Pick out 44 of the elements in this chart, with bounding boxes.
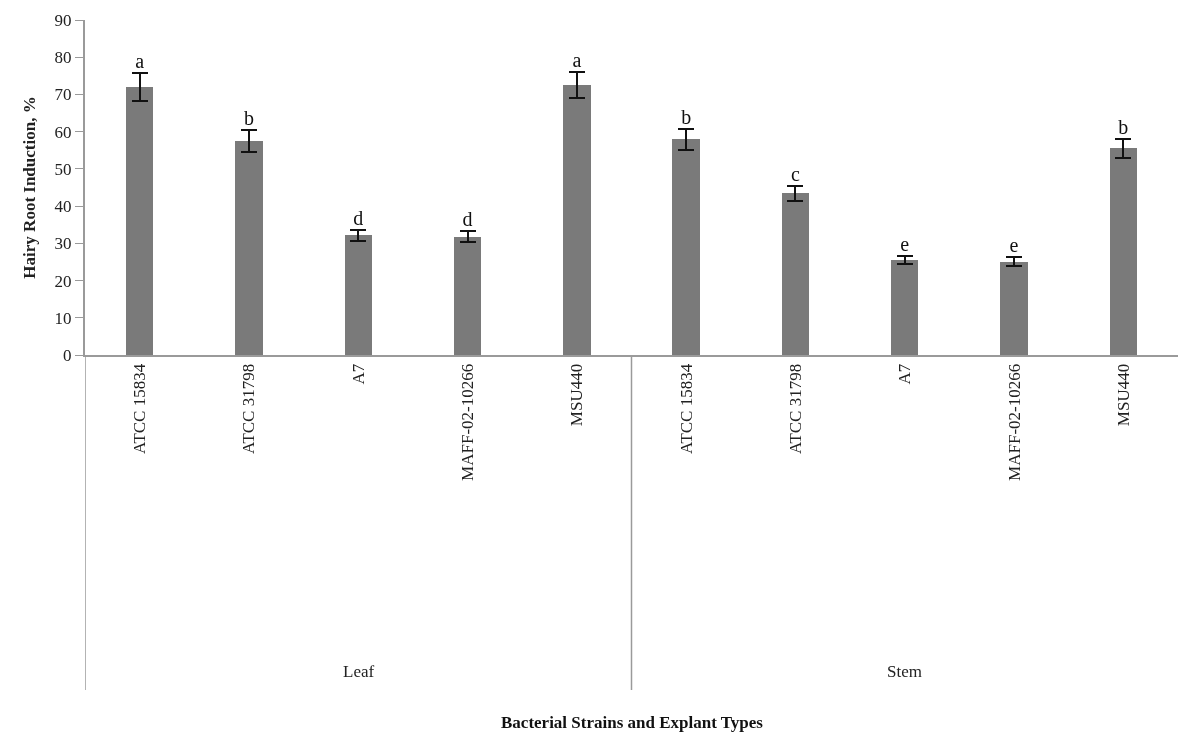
y-tick-label: 10 <box>54 308 72 328</box>
text: Leaf <box>343 662 375 681</box>
x-tick-label: MAFF-02-10266 <box>1004 363 1024 481</box>
data-label: c <box>791 162 800 185</box>
bar <box>235 141 263 355</box>
data-label: d <box>353 206 364 229</box>
x-tick-label: ATCC 15834 <box>130 363 150 455</box>
bar <box>1110 148 1137 355</box>
text: Stem <box>887 662 922 681</box>
x-tick-label: ATCC 31798 <box>239 363 259 455</box>
bar <box>563 85 591 355</box>
data-label: a <box>135 49 145 72</box>
y-tick-label: 80 <box>54 48 72 68</box>
data-label: b <box>243 106 254 129</box>
x-tick-label: MAFF-02-10266 <box>458 363 478 481</box>
data-label: e <box>900 233 910 256</box>
x-tick-label: A7 <box>348 363 368 385</box>
data-label: b <box>1118 116 1129 139</box>
y-tick-label: 40 <box>54 197 72 217</box>
bar <box>891 260 918 355</box>
x-tick-label: MSU440 <box>567 363 587 427</box>
x-tick-label: ATCC 31798 <box>785 363 805 455</box>
bar <box>782 193 809 355</box>
y-tick-label: 20 <box>54 271 72 291</box>
y-tick-label: 70 <box>54 85 72 105</box>
data-label: a <box>572 49 582 72</box>
text: Bacterial Strains and Explant Types <box>501 713 764 732</box>
y-tick-label: 90 <box>54 10 72 30</box>
y-tick-label: 60 <box>54 122 72 142</box>
bar <box>454 237 481 355</box>
x-tick-label: MSU440 <box>1113 363 1133 427</box>
bar <box>672 139 700 355</box>
y-tick-label: 50 <box>54 159 72 179</box>
bar <box>1000 262 1028 355</box>
bar <box>345 235 372 355</box>
bar <box>126 87 153 355</box>
data-label: d <box>462 208 473 231</box>
data-label: e <box>1009 234 1019 257</box>
y-axis-title: Hairy Root Induction, % <box>19 96 39 279</box>
y-tick-label: 30 <box>54 234 72 254</box>
y-tick-label: 0 <box>63 345 72 365</box>
data-label: b <box>681 105 692 128</box>
x-tick-label: ATCC 15834 <box>676 363 696 455</box>
x-tick-label: A7 <box>895 363 915 385</box>
